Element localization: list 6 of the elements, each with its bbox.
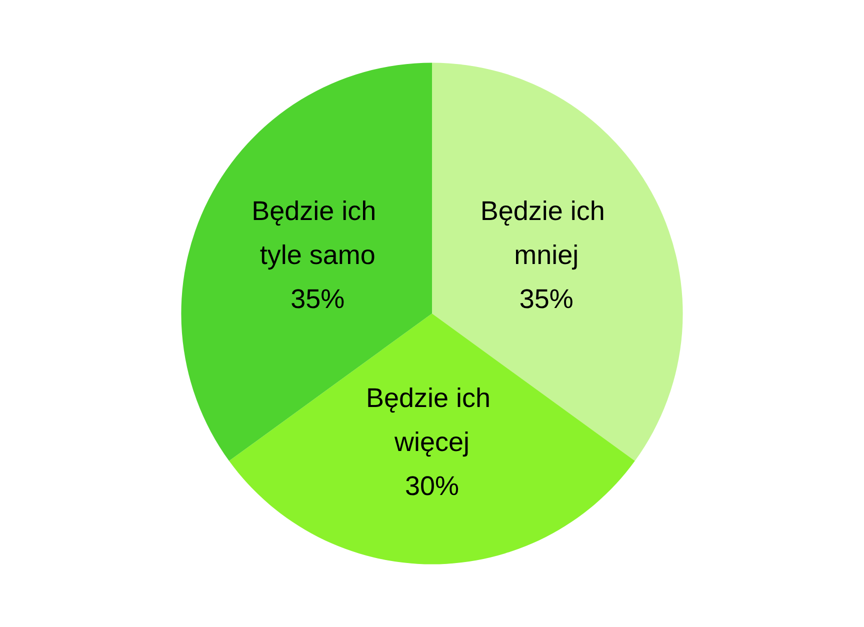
slice-label: Będzie ich mniej (480, 196, 612, 270)
slice-label: Będzie ich więcej (366, 382, 498, 457)
data-label: 35% (290, 284, 345, 314)
slice-label: Będzie ich tyle samo (252, 196, 384, 270)
data-label: 30% (404, 470, 460, 501)
data-label: 35% (519, 284, 574, 314)
